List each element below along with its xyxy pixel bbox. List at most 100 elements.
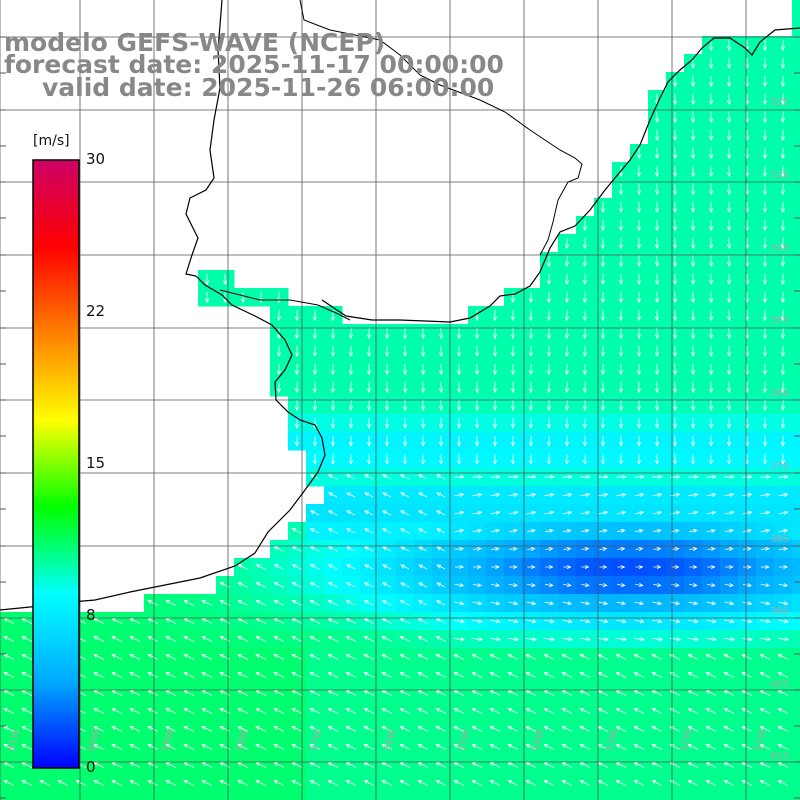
- wind-vector: [690, 327, 696, 340]
- wind-vector: [598, 474, 609, 480]
- wind-cell: [792, 162, 800, 181]
- wind-vector: [562, 619, 573, 624]
- wind-vector: [762, 345, 768, 358]
- wind-cell: [792, 342, 800, 361]
- wind-vector: [636, 237, 642, 250]
- wind-cell: [72, 792, 91, 800]
- wind-vector: [454, 583, 465, 588]
- wind-vector: [651, 780, 662, 786]
- wind-vector: [653, 546, 662, 552]
- wind-vector: [526, 601, 537, 606]
- wind-vector: [528, 418, 534, 429]
- wind-vector: [672, 201, 678, 214]
- wind-vector: [708, 57, 714, 70]
- wind-vector: [652, 510, 663, 515]
- wind-vector: [21, 726, 33, 732]
- wind-cell: [792, 612, 800, 631]
- wind-vector: [417, 690, 428, 696]
- wind-vector: [687, 637, 700, 642]
- wind-vector: [472, 583, 483, 588]
- wind-vector: [724, 510, 735, 515]
- wind-vector: [687, 780, 698, 786]
- wind-vector: [600, 418, 606, 429]
- wind-vector: [563, 564, 572, 570]
- wind-vector: [366, 327, 372, 340]
- wind-vector: [564, 255, 570, 268]
- wind-vector: [453, 654, 464, 660]
- wind-vector: [327, 744, 338, 750]
- wind-vector: [635, 582, 644, 588]
- wind-vector: [400, 564, 410, 570]
- wind-cell: [126, 792, 145, 800]
- wind-cell: [324, 792, 343, 800]
- wind-vector: [507, 744, 518, 750]
- wind-cell: [792, 72, 800, 91]
- wind-vector: [183, 654, 195, 660]
- wind-vector: [417, 762, 428, 768]
- wind-vector: [708, 93, 714, 106]
- wind-vector: [723, 726, 734, 732]
- wind-vector: [345, 546, 356, 552]
- wind-vector: [780, 363, 786, 376]
- wind-vector: [363, 546, 374, 552]
- wind-vector: [543, 780, 554, 786]
- wind-vector: [435, 690, 446, 696]
- wind-cell: [792, 288, 800, 307]
- wind-vector: [474, 454, 480, 465]
- wind-vector: [327, 528, 338, 534]
- wind-vector: [327, 618, 338, 624]
- wind-vector: [615, 762, 626, 768]
- wind-vector: [507, 726, 518, 732]
- wind-vector: [237, 672, 249, 678]
- wind-vector: [492, 418, 498, 429]
- wind-vector: [111, 672, 123, 678]
- wind-cell: [792, 414, 800, 433]
- wind-vector: [330, 381, 336, 394]
- colorbar: [32, 159, 80, 769]
- wind-vector: [707, 564, 716, 570]
- wind-vector: [420, 327, 426, 340]
- wind-vector: [778, 510, 789, 515]
- wind-vector: [654, 165, 660, 178]
- wind-vector: [129, 618, 141, 624]
- wind-vector: [633, 726, 644, 732]
- wind-vector: [147, 762, 159, 768]
- wind-vector: [690, 399, 696, 412]
- wind-cell: [702, 792, 721, 800]
- wind-vector: [510, 381, 516, 394]
- wind-vector: [671, 546, 680, 552]
- wind-vector: [618, 418, 624, 429]
- wind-vector: [291, 744, 303, 750]
- wind-vector: [543, 708, 554, 714]
- wind-vector: [654, 129, 660, 142]
- wind-vector: [204, 291, 210, 304]
- wind-vector: [472, 474, 483, 480]
- wind-vector: [760, 528, 771, 533]
- wind-vector: [165, 618, 177, 624]
- wind-vector: [491, 546, 500, 552]
- wind-vector: [510, 418, 516, 429]
- wind-vector: [579, 780, 590, 786]
- wind-vector: [618, 363, 624, 376]
- wind-vector: [580, 601, 591, 606]
- wind-vector: [600, 381, 606, 394]
- wind-vector: [762, 183, 768, 196]
- wind-vector: [489, 654, 500, 660]
- wind-vector: [400, 492, 410, 498]
- wind-vector: [689, 564, 698, 570]
- wind-vector: [435, 474, 446, 480]
- wind-vector: [654, 309, 660, 322]
- wind-vector: [634, 619, 645, 624]
- wind-vector: [654, 363, 660, 376]
- wind-vector: [780, 309, 786, 322]
- wind-vector: [615, 726, 626, 732]
- wind-vector: [21, 654, 33, 660]
- wind-vector: [690, 147, 696, 160]
- wind-vector: [687, 708, 698, 714]
- wind-cell: [792, 594, 800, 613]
- wind-vector: [201, 708, 213, 714]
- wind-vector: [474, 327, 480, 340]
- wind-vector: [636, 201, 642, 214]
- wind-vector: [402, 327, 408, 340]
- wind-vector: [456, 381, 462, 394]
